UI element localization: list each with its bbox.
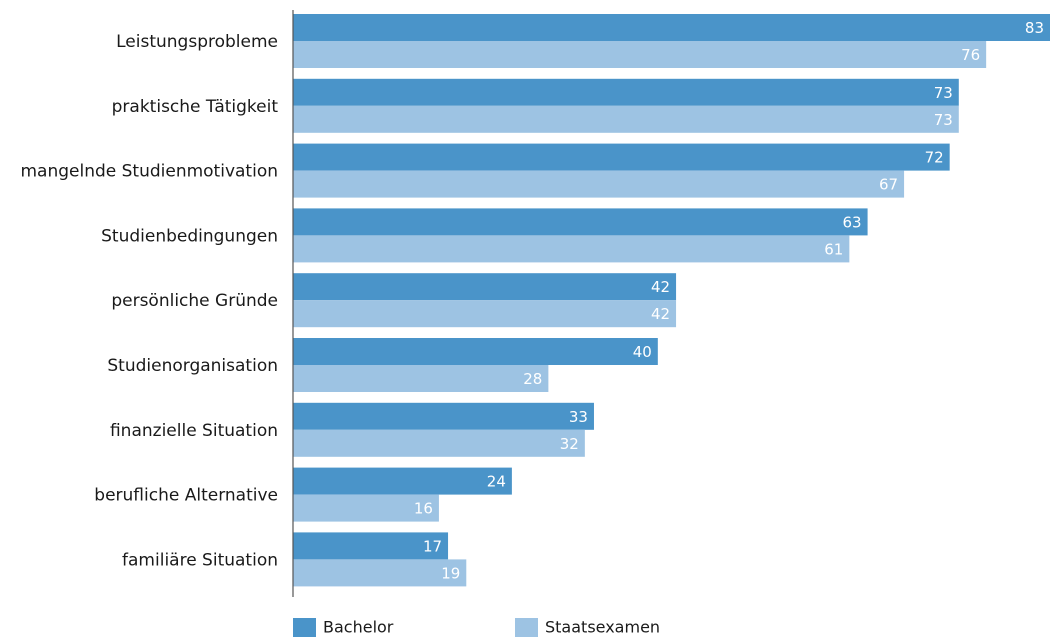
category-label: finanzielle Situation — [110, 421, 278, 441]
bachelor-bar — [293, 338, 658, 365]
bachelor-bar — [293, 273, 677, 301]
staatsexamen-bar — [293, 365, 549, 392]
staatsexamen-bar — [293, 300, 677, 328]
bachelor-bar — [293, 532, 449, 560]
staatsexamen-bar — [293, 235, 850, 263]
legend-swatch — [293, 618, 316, 637]
category-label: mangelnde Studienmotivation — [20, 162, 278, 182]
value-label: 42 — [651, 305, 670, 323]
category-label: familiäre Situation — [122, 550, 278, 570]
category-label: berufliche Alternative — [94, 486, 278, 506]
category-label: Studienorganisation — [107, 356, 278, 376]
value-label: 17 — [423, 537, 442, 555]
staatsexamen-bar — [293, 494, 439, 522]
staatsexamen-bar — [293, 429, 585, 457]
bachelor-bar — [293, 402, 594, 430]
bachelor-bar — [293, 78, 959, 106]
value-label: 24 — [487, 473, 506, 491]
value-label: 63 — [842, 213, 861, 231]
value-label: 40 — [633, 343, 652, 361]
category-label: persönliche Gründe — [111, 291, 278, 311]
value-label: 73 — [934, 111, 953, 129]
category-label: praktische Tätigkeit — [112, 97, 279, 117]
staatsexamen-bar — [293, 41, 987, 68]
value-label: 61 — [824, 240, 843, 258]
value-label: 72 — [925, 149, 944, 167]
bachelor-bar — [293, 208, 868, 236]
value-label: 83 — [1025, 19, 1044, 37]
staatsexamen-bar — [293, 559, 467, 587]
bachelor-bar — [293, 14, 1050, 41]
staatsexamen-bar — [293, 105, 959, 133]
value-label: 73 — [934, 84, 953, 102]
bars-group: Leistungsprobleme 83 76 praktische Tätigkei… — [20, 14, 1050, 587]
legend: Bachelor Staatsexamen — [293, 618, 660, 637]
value-label: 16 — [414, 500, 433, 518]
value-label: 76 — [961, 46, 980, 64]
staatsexamen-bar — [293, 170, 905, 198]
legend-swatch — [515, 618, 538, 637]
legend-label: Bachelor — [323, 618, 394, 637]
legend-label: Staatsexamen — [545, 618, 660, 637]
value-label: 42 — [651, 278, 670, 296]
category-label: Leistungsprobleme — [116, 32, 278, 52]
bachelor-bar — [293, 467, 512, 495]
value-label: 19 — [441, 564, 460, 582]
value-label: 28 — [523, 370, 542, 388]
category-label: Studienbedingungen — [101, 226, 278, 246]
value-label: 67 — [879, 176, 898, 194]
bachelor-bar — [293, 143, 950, 171]
value-label: 32 — [560, 435, 579, 453]
value-label: 33 — [569, 408, 588, 426]
